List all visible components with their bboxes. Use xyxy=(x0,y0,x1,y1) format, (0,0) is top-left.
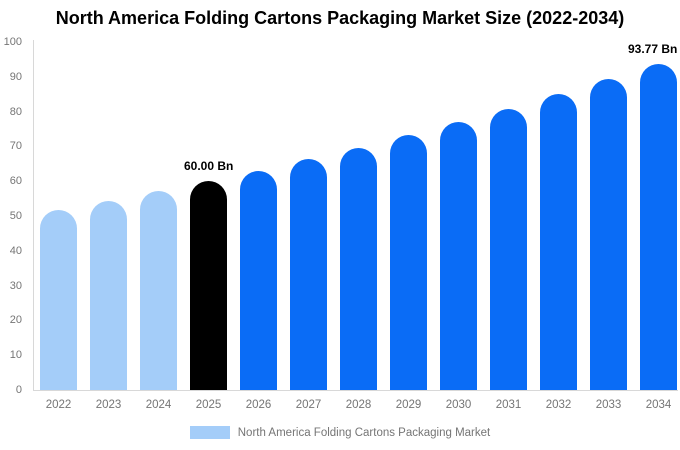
y-axis-tick-label: 10 xyxy=(9,349,22,362)
bar-value-label-2034: 93.77 Bn xyxy=(628,41,678,56)
bar-2029[interactable] xyxy=(390,135,427,390)
bar-2027[interactable] xyxy=(290,159,327,390)
chart-title: North America Folding Cartons Packaging … xyxy=(55,8,625,28)
legend-swatch[interactable] xyxy=(189,426,230,439)
x-axis-tick-label: 2025 xyxy=(195,399,222,411)
x-axis-tick-label: 2030 xyxy=(445,399,472,411)
x-axis-tick-label: 2022 xyxy=(45,399,72,411)
y-axis-tick-label: 100 xyxy=(3,36,22,48)
y-axis-tick-label: 50 xyxy=(9,210,22,222)
y-axis-tick-label: 20 xyxy=(9,314,22,327)
x-axis-line xyxy=(33,390,678,391)
x-axis-tick-label: 2024 xyxy=(145,399,172,411)
x-axis-tick-label: 2023 xyxy=(95,399,122,411)
bar-2023[interactable] xyxy=(90,200,127,390)
x-axis-tick-label: 2026 xyxy=(245,399,272,411)
bar-2025[interactable] xyxy=(190,181,227,390)
legend-label: North America Folding Cartons Packaging … xyxy=(237,426,491,439)
y-axis-tick-label: 90 xyxy=(9,70,22,83)
bar-2033[interactable] xyxy=(590,79,627,390)
x-axis-tick-label: 2032 xyxy=(545,399,572,411)
bar-2022[interactable] xyxy=(40,210,77,390)
y-axis-tick-label: 80 xyxy=(9,105,22,118)
y-axis-tick-label: 70 xyxy=(9,140,22,153)
x-axis-tick-label: 2029 xyxy=(395,399,422,411)
bar-2030[interactable] xyxy=(440,122,477,390)
bar-2031[interactable] xyxy=(490,108,527,390)
bar-value-label-2025: 60.00 Bn xyxy=(184,159,234,174)
bar-2032[interactable] xyxy=(540,94,577,390)
y-axis-line xyxy=(33,40,34,390)
x-axis-tick-label: 2034 xyxy=(645,399,672,411)
x-axis-tick-label: 2028 xyxy=(345,399,372,411)
x-axis-tick-label: 2031 xyxy=(495,399,522,411)
bar-2028[interactable] xyxy=(340,147,377,390)
bar-2026[interactable] xyxy=(240,170,277,390)
bar-2034[interactable] xyxy=(640,63,677,390)
y-axis-tick-label: 30 xyxy=(9,279,22,292)
legend[interactable]: North America Folding Cartons Packaging … xyxy=(0,426,680,439)
y-axis-tick-label: 60 xyxy=(9,175,22,188)
y-axis-tick-label: 40 xyxy=(9,244,22,257)
y-axis-tick-label: 0 xyxy=(15,384,22,396)
x-axis-tick-label: 2033 xyxy=(595,399,622,411)
x-axis-tick-label: 2027 xyxy=(295,399,322,411)
bar-2024[interactable] xyxy=(140,191,177,390)
